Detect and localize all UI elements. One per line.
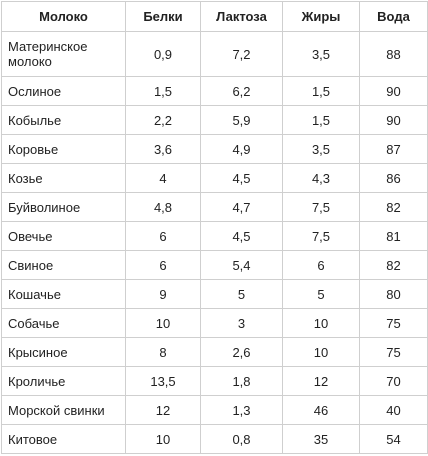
water-cell: 54 — [359, 424, 428, 454]
lactose-cell: 0,8 — [200, 424, 283, 454]
fat-cell: 3,5 — [282, 31, 360, 77]
table-row: Коровье 3,6 4,9 3,5 87 — [1, 134, 428, 164]
protein-cell: 8 — [125, 337, 201, 367]
lactose-cell: 4,5 — [200, 221, 283, 251]
water-cell: 75 — [359, 337, 428, 367]
water-cell: 40 — [359, 395, 428, 425]
table-row: Буйволиное 4,8 4,7 7,5 82 — [1, 192, 428, 222]
milk-name-cell: Крысиное — [1, 337, 126, 367]
fat-cell: 3,5 — [282, 134, 360, 164]
lactose-cell: 2,6 — [200, 337, 283, 367]
lactose-cell: 5,9 — [200, 105, 283, 135]
fat-cell: 1,5 — [282, 76, 360, 106]
water-cell: 81 — [359, 221, 428, 251]
table-row: Кобылье 2,2 5,9 1,5 90 — [1, 105, 428, 135]
water-cell: 90 — [359, 76, 428, 106]
lactose-cell: 5,4 — [200, 250, 283, 280]
milk-name-cell: Коровье — [1, 134, 126, 164]
water-cell: 88 — [359, 31, 428, 77]
water-cell: 82 — [359, 192, 428, 222]
protein-cell: 6 — [125, 250, 201, 280]
table-row: Свиное 6 5,4 6 82 — [1, 250, 428, 280]
fat-cell: 5 — [282, 279, 360, 309]
milk-name-cell: Кроличье — [1, 366, 126, 396]
table-row: Морской свинки 12 1,3 46 40 — [1, 395, 428, 425]
column-header-fat: Жиры — [282, 1, 360, 32]
water-cell: 70 — [359, 366, 428, 396]
table-row: Кошачье 9 5 5 80 — [1, 279, 428, 309]
fat-cell: 1,5 — [282, 105, 360, 135]
protein-cell: 9 — [125, 279, 201, 309]
milk-name-cell: Ослиное — [1, 76, 126, 106]
table-row: Материнское молоко 0,9 7,2 3,5 88 — [1, 31, 428, 77]
protein-cell: 10 — [125, 308, 201, 338]
fat-cell: 12 — [282, 366, 360, 396]
protein-cell: 13,5 — [125, 366, 201, 396]
table-row: Китовое 10 0,8 35 54 — [1, 424, 428, 454]
milk-name-cell: Кошачье — [1, 279, 126, 309]
table-row: Собачье 10 3 10 75 — [1, 308, 428, 338]
lactose-cell: 3 — [200, 308, 283, 338]
milk-name-cell: Буйволиное — [1, 192, 126, 222]
table-row: Ослиное 1,5 6,2 1,5 90 — [1, 76, 428, 106]
milk-name-cell: Собачье — [1, 308, 126, 338]
water-cell: 75 — [359, 308, 428, 338]
column-header-protein: Белки — [125, 1, 201, 32]
protein-cell: 10 — [125, 424, 201, 454]
lactose-cell: 4,7 — [200, 192, 283, 222]
lactose-cell: 1,8 — [200, 366, 283, 396]
milk-name-cell: Козье — [1, 163, 126, 193]
milk-name-cell: Кобылье — [1, 105, 126, 135]
water-cell: 80 — [359, 279, 428, 309]
fat-cell: 4,3 — [282, 163, 360, 193]
table-row: Овечье 6 4,5 7,5 81 — [1, 221, 428, 251]
header-row: Молоко Белки Лактоза Жиры Вода — [1, 1, 428, 32]
protein-cell: 2,2 — [125, 105, 201, 135]
protein-cell: 4 — [125, 163, 201, 193]
lactose-cell: 1,3 — [200, 395, 283, 425]
protein-cell: 0,9 — [125, 31, 201, 77]
milk-name-cell: Морской свинки — [1, 395, 126, 425]
milk-name-cell: Материнское молоко — [1, 31, 126, 77]
table-row: Кроличье 13,5 1,8 12 70 — [1, 366, 428, 396]
table-row: Козье 4 4,5 4,3 86 — [1, 163, 428, 193]
water-cell: 86 — [359, 163, 428, 193]
fat-cell: 6 — [282, 250, 360, 280]
water-cell: 90 — [359, 105, 428, 135]
fat-cell: 10 — [282, 308, 360, 338]
fat-cell: 35 — [282, 424, 360, 454]
lactose-cell: 6,2 — [200, 76, 283, 106]
water-cell: 87 — [359, 134, 428, 164]
column-header-lactose: Лактоза — [200, 1, 283, 32]
protein-cell: 12 — [125, 395, 201, 425]
column-header-water: Вода — [359, 1, 428, 32]
fat-cell: 7,5 — [282, 192, 360, 222]
milk-name-cell: Свиное — [1, 250, 126, 280]
lactose-cell: 7,2 — [200, 31, 283, 77]
fat-cell: 10 — [282, 337, 360, 367]
protein-cell: 3,6 — [125, 134, 201, 164]
protein-cell: 1,5 — [125, 76, 201, 106]
protein-cell: 4,8 — [125, 192, 201, 222]
table-row: Крысиное 8 2,6 10 75 — [1, 337, 428, 367]
lactose-cell: 5 — [200, 279, 283, 309]
fat-cell: 46 — [282, 395, 360, 425]
milk-name-cell: Китовое — [1, 424, 126, 454]
column-header-milk: Молоко — [1, 1, 126, 32]
water-cell: 82 — [359, 250, 428, 280]
lactose-cell: 4,9 — [200, 134, 283, 164]
fat-cell: 7,5 — [282, 221, 360, 251]
milk-name-cell: Овечье — [1, 221, 126, 251]
lactose-cell: 4,5 — [200, 163, 283, 193]
protein-cell: 6 — [125, 221, 201, 251]
